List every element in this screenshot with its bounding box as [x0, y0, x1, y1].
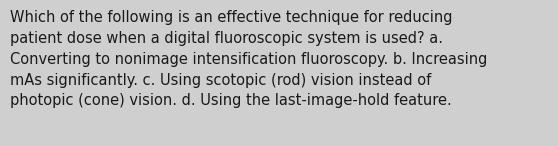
Text: Which of the following is an effective technique for reducing
patient dose when : Which of the following is an effective t… — [10, 10, 488, 108]
